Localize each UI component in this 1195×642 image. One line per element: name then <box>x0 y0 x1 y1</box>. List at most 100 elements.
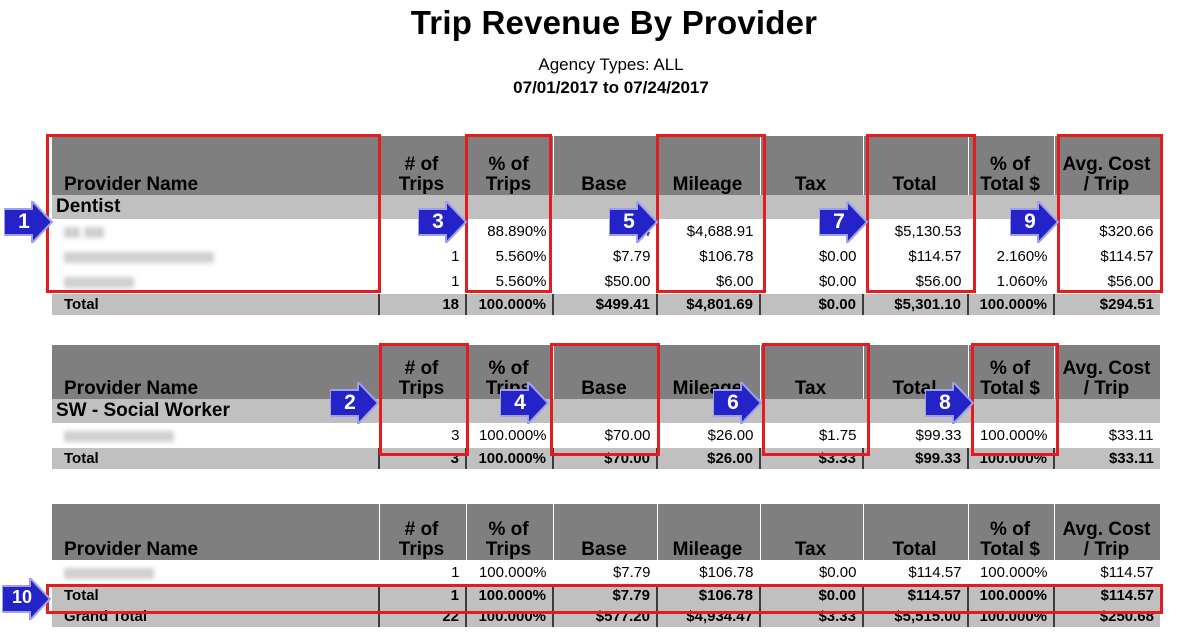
col-pct-total: % of Total $ <box>968 345 1055 399</box>
total-row: Total 18 100.000% $499.41 $4,801.69 $0.0… <box>52 294 1160 315</box>
col-pct-trips-label: % of Trips <box>485 519 532 560</box>
total-pct-trips: 100.000% <box>466 448 554 469</box>
provider-name-redacted <box>52 423 380 448</box>
cell-total: $99.33 <box>863 423 969 448</box>
cell-tax: $0.00 <box>760 560 864 585</box>
header-row: Provider Name # of Trips % of Trips Base… <box>52 504 1160 560</box>
provider-name-redacted <box>52 244 380 269</box>
highlight-total <box>866 134 976 293</box>
callout-number: 6 <box>727 391 739 414</box>
cell-avg: $33.11 <box>1054 423 1161 448</box>
callout-arrow-7: 7 <box>819 201 869 243</box>
col-avg-cost-label: Avg. Cost / Trip <box>1062 519 1151 560</box>
callout-number: 7 <box>833 210 845 233</box>
callout-arrow-3: 3 <box>418 201 468 243</box>
col-pct-total: % of Total $ <box>968 504 1055 560</box>
col-avg-cost: Avg. Cost / Trip <box>1054 345 1160 399</box>
cell-base: $7.79 <box>553 244 658 269</box>
cell-mileage: $4,688.91 <box>657 219 761 244</box>
date-range: 07/01/2017 to 07/24/2017 <box>513 78 709 97</box>
total-base: $7.79 <box>553 585 658 606</box>
col-pct-total: % of Total $ <box>968 136 1055 195</box>
arrow-right-icon <box>713 382 763 424</box>
col-avg-cost: Avg. Cost / Trip <box>1054 136 1160 195</box>
total-avg: $114.57 <box>1054 585 1160 606</box>
arrow-right-icon <box>418 201 468 243</box>
col-mileage: Mileage <box>657 504 761 560</box>
callout-arrow-4: 4 <box>500 382 550 424</box>
highlight-pct-total <box>971 343 1059 456</box>
callout-arrow-9: 9 <box>1010 201 1060 243</box>
callout-number: 9 <box>1024 210 1036 233</box>
total-tax: $0.00 <box>760 585 864 606</box>
arrow-right-icon <box>4 201 54 243</box>
cell-trips: 3 <box>379 423 467 448</box>
cell-total: $56.00 <box>863 269 969 294</box>
table-row: 1 5.560% $50.00 $6.00 $0.00 $56.00 1.060… <box>52 269 1161 294</box>
cell-total: $5,130.53 <box>863 219 969 244</box>
arrow-right-icon <box>609 201 659 243</box>
agency-types: Agency Types: ALL <box>538 55 684 74</box>
callout-number: 2 <box>344 391 356 414</box>
total-trips: 18 <box>379 294 467 315</box>
callout-number: 8 <box>939 391 951 414</box>
cell-mileage: $106.78 <box>657 560 761 585</box>
cell-pct-trips: 5.560% <box>466 269 554 294</box>
col-trips-label: # of Trips <box>398 519 445 560</box>
total-total: $5,301.10 <box>863 294 969 315</box>
total-base: $499.41 <box>553 294 658 315</box>
cell-trips: 1 <box>379 244 467 269</box>
report-table-social-worker: Provider Name # of Trips % of Trips Base… <box>52 345 1161 469</box>
total-pct-total: 100.000% <box>968 585 1055 606</box>
total-mileage: $4,801.69 <box>657 294 761 315</box>
cell-base: $70.00 <box>553 423 658 448</box>
arrow-right-icon <box>500 382 550 424</box>
cell-base: $7.79 <box>553 560 658 585</box>
total-pct-trips: 100.000% <box>466 585 554 606</box>
callout-arrow-1: 1 <box>4 201 54 243</box>
total-avg: $33.11 <box>1054 448 1160 469</box>
table-row: 3 100.000% $70.00 $26.00 $1.75 $99.33 10… <box>52 423 1161 448</box>
col-pct-trips: % of Trips <box>466 345 554 399</box>
col-tax: Tax <box>760 504 864 560</box>
highlight-pct-trips <box>465 134 552 293</box>
total-pct-trips: 100.000% <box>466 294 554 315</box>
col-total: Total <box>863 136 969 195</box>
callout-arrow-8: 8 <box>925 382 975 424</box>
total-total: $99.33 <box>863 448 969 469</box>
cell-mileage: $106.78 <box>657 244 761 269</box>
header-row: Provider Name # of Trips % of Trips Base… <box>52 345 1160 399</box>
col-provider-name: Provider Name <box>52 345 380 399</box>
provider-name-redacted <box>52 269 380 294</box>
cell-pct-total: 100.000% <box>968 560 1055 585</box>
cell-pct-trips: 100.000% <box>466 560 554 585</box>
col-total: Total <box>863 504 969 560</box>
table-row: 1 100.000% $7.79 $106.78 $0.00 $114.57 1… <box>52 560 1161 585</box>
arrow-right-icon <box>819 201 869 243</box>
col-trips: # of Trips <box>379 136 467 195</box>
cell-pct-trips: 5.560% <box>466 244 554 269</box>
report-title: Trip Revenue By Provider <box>410 4 818 41</box>
col-trips-label: # of Trips <box>398 358 445 399</box>
cell-total: $114.57 <box>863 244 969 269</box>
cell-trips: 1 <box>379 269 467 294</box>
col-trips-label: # of Trips <box>398 154 445 195</box>
highlight-mileage <box>656 134 766 293</box>
cell-mileage: $26.00 <box>657 423 761 448</box>
arrow-right-icon <box>2 578 52 620</box>
cell-avg: $320.66 <box>1054 219 1161 244</box>
col-tax: Tax <box>760 136 864 195</box>
col-pct-trips-label: % of Trips <box>485 154 532 195</box>
total-trips: 1 <box>379 585 467 606</box>
cell-pct-trips: 88.890% <box>466 219 554 244</box>
cell-tax: $0.00 <box>760 244 864 269</box>
highlight-provider-name <box>46 134 381 293</box>
cell-base: $50.00 <box>553 269 658 294</box>
cell-tax: $0.00 <box>760 269 864 294</box>
total-label: Total <box>52 585 380 606</box>
col-mileage: Mileage <box>657 345 761 399</box>
col-provider-name: Provider Name <box>52 504 380 560</box>
callout-number: 3 <box>432 210 444 233</box>
cell-mileage: $6.00 <box>657 269 761 294</box>
cell-total: $114.57 <box>863 560 969 585</box>
